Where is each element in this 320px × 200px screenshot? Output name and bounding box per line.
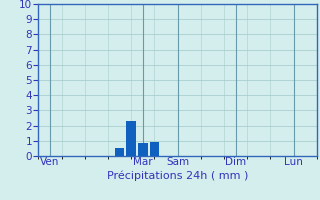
Bar <box>149 142 159 156</box>
Bar <box>138 143 148 156</box>
Bar <box>115 148 124 156</box>
Bar <box>126 121 136 156</box>
X-axis label: Précipitations 24h ( mm ): Précipitations 24h ( mm ) <box>107 170 248 181</box>
